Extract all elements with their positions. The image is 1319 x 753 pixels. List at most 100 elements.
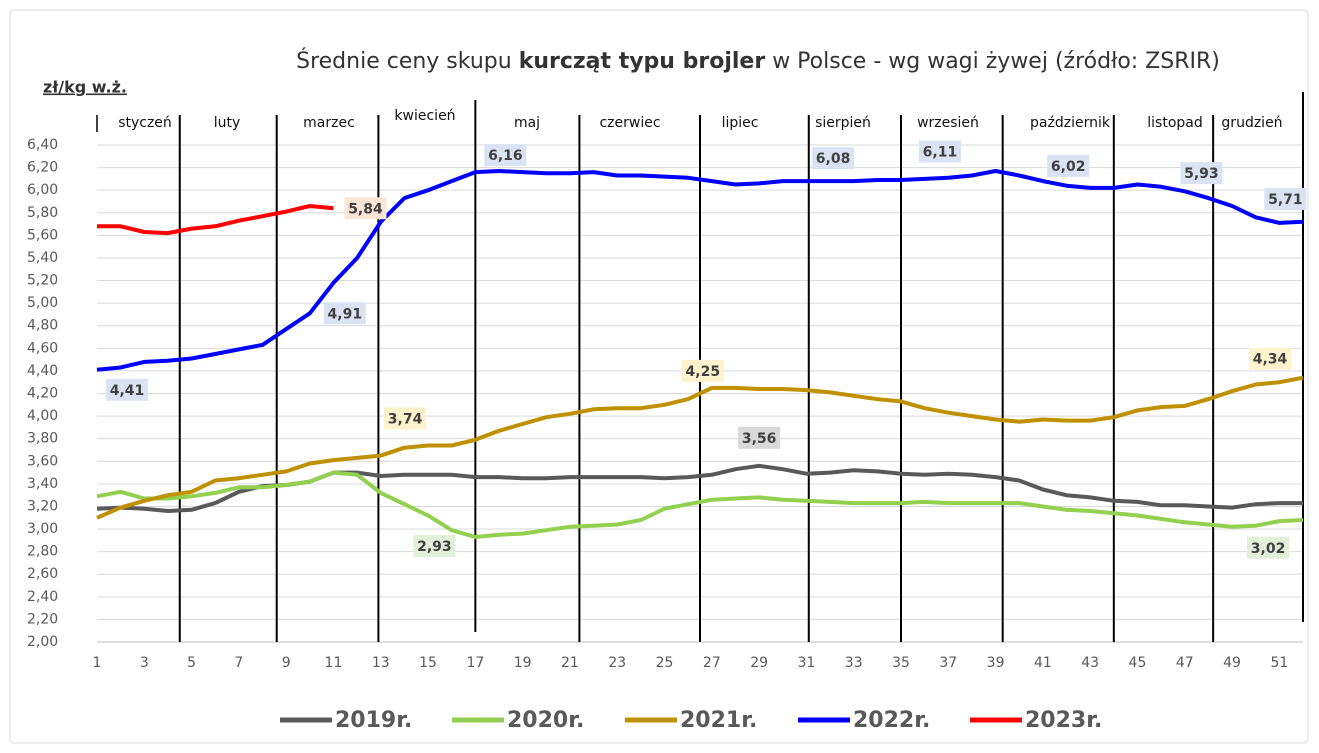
- month-label: grudzień: [1221, 115, 1282, 131]
- value-label-bg: [1264, 187, 1307, 210]
- value-label: 6,02: [1051, 159, 1086, 175]
- month-label: styczeń: [118, 115, 172, 131]
- title-part: Średnie ceny skupu: [296, 48, 519, 74]
- x-tick-label: 27: [703, 655, 721, 671]
- x-tick-label: 31: [797, 655, 815, 671]
- series-line: [96, 470, 1304, 539]
- y-tick-label: 4,00: [27, 408, 58, 424]
- x-tick-label: 7: [234, 655, 243, 671]
- month-label: marzec: [303, 115, 355, 131]
- x-tick-label: 13: [372, 655, 390, 671]
- x-tick-label: 19: [514, 655, 532, 671]
- legend-label: 2022r.: [853, 708, 930, 733]
- y-tick-label: 4,80: [27, 318, 58, 334]
- y-tick-label: 2,00: [27, 634, 58, 650]
- y-tick-label: 2,40: [27, 589, 58, 605]
- x-tick-label: 43: [1081, 655, 1099, 671]
- value-label: 5,93: [1184, 166, 1219, 182]
- legend-label: 2020r.: [507, 708, 584, 733]
- value-label-bg: [344, 197, 387, 220]
- value-label: 4,25: [686, 364, 721, 380]
- month-label: czerwiec: [599, 115, 660, 131]
- value-label-bg: [413, 534, 456, 557]
- value-label: 4,91: [328, 306, 363, 322]
- y-tick-label: 3,00: [27, 521, 58, 537]
- x-tick-label: 49: [1223, 655, 1241, 671]
- y-tick-label: 4,20: [27, 386, 58, 402]
- value-label-bg: [1249, 347, 1291, 370]
- value-label: 5,71: [1268, 192, 1303, 208]
- x-tick-label: 3: [140, 655, 149, 671]
- y-tick-label: 3,20: [27, 498, 58, 514]
- series-line: [96, 375, 1304, 520]
- y-axis-label: zł/kg w.ż.: [43, 78, 127, 97]
- y-tick-label: 2,80: [27, 544, 58, 560]
- value-label-bg: [1247, 536, 1290, 559]
- x-tick-label: 11: [325, 655, 343, 671]
- y-tick-label: 5,40: [27, 250, 58, 266]
- value-label-bg: [812, 147, 855, 170]
- y-tick-label: 4,40: [27, 363, 58, 379]
- value-label: 2,93: [417, 539, 452, 555]
- month-label: luty: [214, 115, 241, 131]
- month-label: październik: [1030, 115, 1111, 131]
- x-tick-label: 39: [987, 655, 1005, 671]
- value-label-bg: [106, 378, 148, 401]
- value-label: 3,74: [388, 411, 423, 427]
- value-label: 6,11: [923, 144, 958, 160]
- x-tick-label: 51: [1270, 655, 1288, 671]
- y-tick-label: 5,20: [27, 273, 58, 289]
- y-tick-label: 6,20: [27, 160, 58, 176]
- month-label: kwiecień: [394, 108, 455, 124]
- title-part: w Polsce - wg wagi żywej (źródło: ZSRIR): [765, 49, 1220, 74]
- value-label-bg: [681, 359, 724, 382]
- value-label: 5,84: [348, 201, 383, 217]
- y-tick-label: 6,40: [27, 137, 58, 153]
- value-label-bg: [384, 407, 427, 430]
- x-tick-label: 5: [187, 655, 196, 671]
- value-label-bg: [484, 144, 527, 167]
- x-tick-label: 21: [561, 655, 579, 671]
- legend-label: 2023r.: [1025, 708, 1102, 733]
- chart-title: Średnie ceny skupu kurcząt typu brojler …: [296, 48, 1220, 74]
- y-tick-label: 6,00: [27, 182, 58, 198]
- chart-border: [9, 9, 1309, 744]
- value-label-bg: [1047, 154, 1090, 177]
- month-label: sierpień: [815, 115, 871, 131]
- y-tick-label: 2,20: [27, 611, 58, 627]
- x-tick-label: 41: [1034, 655, 1052, 671]
- value-label: 6,16: [488, 148, 523, 164]
- x-tick-label: 17: [466, 655, 484, 671]
- x-tick-label: 35: [892, 655, 910, 671]
- legend-label: 2019r.: [335, 708, 412, 733]
- y-tick-label: 3,40: [27, 476, 58, 492]
- x-tick-label: 1: [93, 655, 102, 671]
- y-tick-label: 5,60: [27, 227, 58, 243]
- x-tick-label: 25: [656, 655, 674, 671]
- value-label: 4,34: [1253, 352, 1288, 368]
- y-tick-label: 3,80: [27, 431, 58, 447]
- series-line: [96, 169, 1304, 372]
- title-part: kurcząt typu brojler: [519, 49, 766, 74]
- value-label: 3,56: [742, 431, 777, 447]
- y-tick-label: 4,60: [27, 340, 58, 356]
- x-tick-label: 15: [419, 655, 437, 671]
- month-label: wrzesień: [917, 115, 979, 131]
- y-tick-label: 2,60: [27, 566, 58, 582]
- x-tick-label: 47: [1176, 655, 1194, 671]
- legend-label: 2021r.: [680, 708, 757, 733]
- x-tick-label: 23: [608, 655, 626, 671]
- value-label-bg: [1180, 162, 1223, 185]
- value-label-bg: [738, 426, 781, 449]
- value-label: 6,08: [816, 151, 851, 167]
- value-label-bg: [323, 302, 366, 325]
- month-label: maj: [514, 115, 540, 131]
- month-label: listopad: [1147, 115, 1202, 131]
- series-line: [97, 204, 334, 236]
- y-tick-label: 3,60: [27, 453, 58, 469]
- x-tick-label: 9: [282, 655, 291, 671]
- x-tick-label: 33: [845, 655, 863, 671]
- y-tick-label: 5,80: [27, 205, 58, 221]
- value-label-bg: [918, 140, 961, 163]
